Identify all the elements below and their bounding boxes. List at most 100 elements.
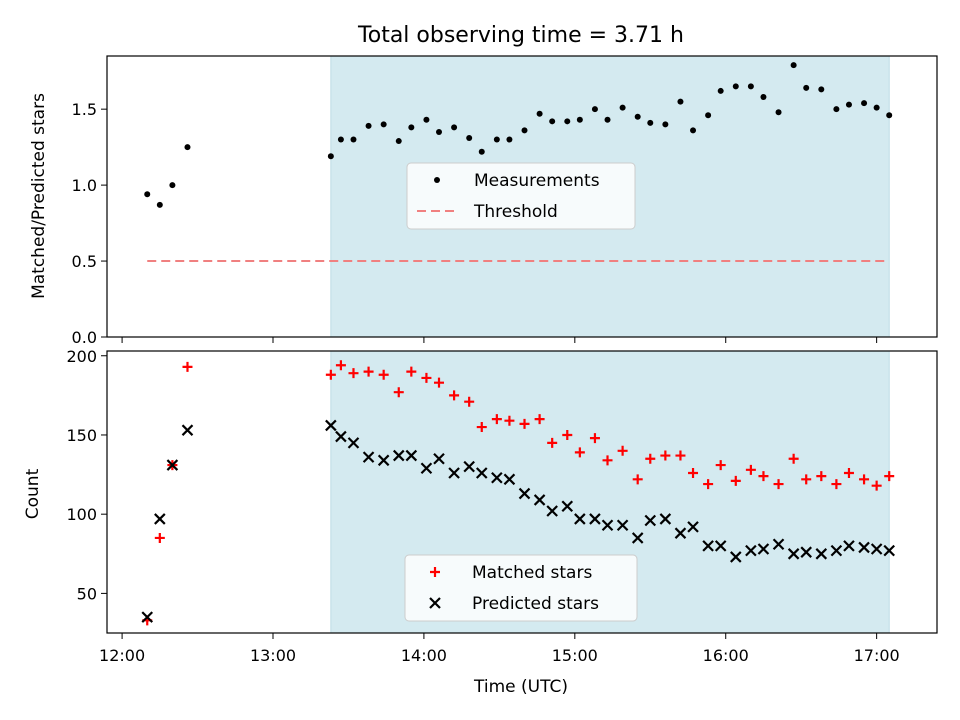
- predicted-stars-point: [491, 471, 503, 484]
- matched-stars-point: [378, 369, 389, 380]
- measurement-point: [478, 148, 485, 155]
- measurement-point: [144, 191, 151, 198]
- predicted-stars-point: [644, 514, 657, 527]
- predicted-stars-point: [448, 467, 460, 479]
- matched-stars-point: [758, 471, 769, 482]
- matched-stars-point: [519, 418, 530, 429]
- measurement-point: [451, 124, 458, 131]
- predicted-stars-point: [335, 430, 347, 443]
- legend-entry-label: Measurements: [474, 171, 600, 191]
- predicted-stars-point: [883, 544, 895, 557]
- matched-stars-point: [602, 455, 613, 466]
- legend-plus-marker: [430, 567, 440, 577]
- y-tick-label: 1.0: [72, 176, 97, 195]
- matched-stars-point: [788, 453, 799, 464]
- matched-stars-point: [562, 429, 573, 440]
- x-tick-label: 12:00: [99, 646, 145, 665]
- measurement-point: [408, 124, 415, 131]
- predicted-stars-point: [392, 449, 405, 462]
- matched-stars-point: [745, 464, 756, 475]
- measurement-point: [395, 138, 402, 145]
- matched-stars-point: [434, 377, 444, 388]
- predicted-stars-point: [475, 467, 488, 479]
- matched-stars-point: [645, 453, 656, 464]
- predicted-stars-point: [687, 521, 699, 533]
- predicted-stars-point: [362, 451, 375, 463]
- measurement-point: [493, 136, 500, 143]
- predicted-stars-point: [730, 551, 742, 563]
- measurement-point: [564, 118, 571, 125]
- matched-stars-point: [406, 366, 417, 377]
- y-tick-label: 200: [66, 347, 97, 366]
- measurement-point: [423, 116, 430, 123]
- predicted-stars-point: [463, 460, 475, 473]
- legend-entry-label: Matched stars: [472, 563, 592, 583]
- matched-stars-point: [675, 450, 686, 461]
- measurement-point: [591, 106, 598, 113]
- matched-stars-point: [688, 467, 699, 478]
- predicted-stars-point: [674, 527, 687, 539]
- x-tick-label: 14:00: [401, 646, 447, 665]
- measurement-point: [506, 136, 513, 143]
- x-tick-label: 15:00: [552, 646, 598, 665]
- measurement-point: [634, 113, 641, 120]
- predicted-stars-point: [325, 419, 337, 432]
- matched-stars-point: [859, 474, 870, 485]
- measurement-point: [380, 121, 387, 128]
- y-tick-label: 1.5: [72, 100, 97, 119]
- predicted-stars-point: [518, 487, 531, 500]
- predicted-stars-point: [843, 540, 855, 552]
- matched-stars-point: [884, 471, 895, 482]
- predicted-stars-point: [141, 611, 154, 623]
- measurement-point: [760, 94, 767, 101]
- y-tick-label: 0.0: [72, 328, 97, 347]
- measurement-point: [747, 83, 754, 90]
- predicted-stars-point: [659, 513, 672, 525]
- legend-entry-label: Threshold: [473, 202, 558, 222]
- predicted-stars-point: [166, 459, 179, 471]
- matched-stars-point: [617, 445, 628, 456]
- top-panel: 0.0 0.5 1.0 1.5 Measurements Threshold: [72, 55, 938, 347]
- axes-frame: [106, 55, 938, 338]
- predicted-stars-point: [772, 538, 785, 551]
- matched-stars-point: [449, 390, 460, 401]
- measurement-point: [705, 112, 712, 119]
- measurement-point: [845, 101, 852, 108]
- legend-x-marker: [429, 597, 441, 609]
- matched-stars-point: [589, 433, 600, 444]
- predicted-stars-point: [757, 543, 770, 555]
- y-tick-label: 0.5: [72, 252, 97, 271]
- measurement-point: [549, 118, 556, 125]
- legend-box: [406, 162, 636, 230]
- top-y-axis-label: Matched/Predicted stars: [29, 93, 49, 299]
- axes-frame: [106, 350, 938, 634]
- matched-stars-point: [421, 372, 432, 383]
- measurement-point: [647, 119, 654, 126]
- matched-stars-point: [182, 361, 193, 372]
- matched-stars-point: [871, 480, 882, 491]
- y-tick-label: 50: [77, 584, 97, 603]
- measurement-point: [717, 87, 724, 94]
- predicted-stars-point: [405, 449, 418, 462]
- matched-stars-point: [660, 450, 671, 461]
- legend-box: [404, 554, 638, 622]
- predicted-stars-point: [433, 452, 445, 465]
- bottom-y-axis-label: Count: [23, 468, 43, 519]
- predicted-stars-point: [533, 494, 546, 506]
- measurement-point: [619, 104, 626, 111]
- measurement-point: [156, 201, 163, 208]
- x-axis-label: Time (UTC): [473, 677, 568, 697]
- predicted-stars-point: [830, 544, 843, 557]
- y-tick-label: 150: [66, 426, 97, 445]
- bottom-panel: 50 100 150 200 12:00 13:00 14:00 15:00 16:00 17:0…: [66, 347, 938, 665]
- measurement-point: [604, 116, 611, 123]
- predicted-stars-point: [702, 540, 714, 552]
- measurement-point: [886, 112, 893, 119]
- matched-stars-point: [730, 475, 741, 486]
- predicted-stars-point: [858, 541, 870, 554]
- predicted-stars-point: [154, 513, 166, 525]
- predicted-stars-point: [631, 532, 644, 544]
- matched-stars-point: [325, 369, 336, 380]
- x-tick-label: 13:00: [250, 646, 296, 665]
- matched-stars-point: [574, 447, 585, 458]
